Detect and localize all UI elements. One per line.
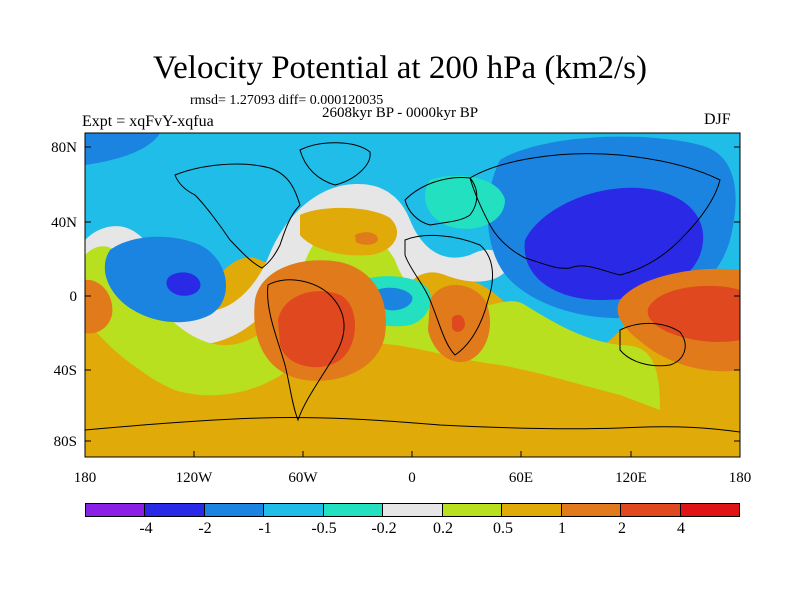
lat-label-40s: 40S [37, 363, 77, 380]
lon-label-0: 0 [382, 470, 442, 487]
lon-label-120w: 120W [164, 470, 224, 487]
colorbar-swatch [205, 504, 264, 516]
colorbar-swatch [443, 504, 502, 516]
colorbar-swatch [621, 504, 680, 516]
contour-field [85, 133, 740, 457]
lon-label-120e: 120E [601, 470, 661, 487]
lat-label-80n: 80N [37, 140, 77, 157]
colorbar-label: 2 [602, 520, 642, 538]
lon-label-60e: 60E [491, 470, 551, 487]
colorbar-label: -2 [185, 520, 225, 538]
lat-label-40n: 40N [37, 215, 77, 232]
colorbar-label: -0.5 [304, 520, 344, 538]
colorbar-swatch [145, 504, 204, 516]
colorbar-label: 0.2 [423, 520, 463, 538]
lat-label-0: 0 [37, 289, 77, 306]
colorbar-label: -4 [126, 520, 166, 538]
lon-label-60w: 60W [273, 470, 333, 487]
colorbar-label: 0.5 [483, 520, 523, 538]
colorbar-swatch [562, 504, 621, 516]
colorbar-swatch [502, 504, 561, 516]
contour-red-samerica [278, 291, 355, 367]
colorbar-swatch [324, 504, 383, 516]
colorbar-swatch [264, 504, 323, 516]
lon-label-180w: 180 [55, 470, 115, 487]
lat-label-80s: 80S [37, 434, 77, 451]
colorbar-label: 4 [661, 520, 701, 538]
colorbar-label: 1 [542, 520, 582, 538]
colorbar-swatch [383, 504, 442, 516]
colorbar-swatch [681, 504, 739, 516]
colorbar [85, 503, 740, 517]
colorbar-label: -0.2 [364, 520, 404, 538]
colorbar-label: -1 [245, 520, 285, 538]
colorbar-swatch [86, 504, 145, 516]
lon-label-180e: 180 [710, 470, 770, 487]
